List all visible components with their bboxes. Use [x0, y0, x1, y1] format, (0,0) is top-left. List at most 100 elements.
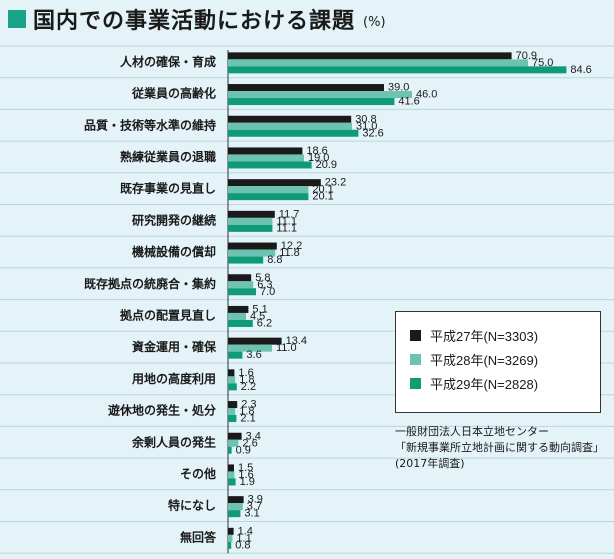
data-label: 3.9 [248, 494, 263, 506]
bar-h28 [228, 186, 309, 194]
data-label: 19.0 [308, 152, 329, 164]
data-label: 12.2 [281, 240, 302, 252]
bar-h29 [228, 446, 232, 454]
data-label: 3.7 [247, 501, 262, 513]
data-label: 13.4 [286, 335, 307, 347]
bar-h29 [228, 193, 309, 201]
bar-h28 [228, 91, 412, 99]
category-label: その他 [180, 466, 216, 481]
data-label: 1.8 [239, 374, 254, 386]
bar-h29 [228, 478, 236, 486]
category-label: 用地の高度利用 [131, 371, 216, 386]
bar-h28 [228, 217, 273, 225]
bar-h28 [228, 154, 304, 162]
bar-h29 [228, 224, 273, 232]
category-label: 品質・技術等水準の維持 [84, 117, 216, 132]
legend-item-h29: 平成29年(N=2828) [410, 371, 600, 395]
data-label: 18.6 [306, 145, 327, 157]
bar-h27 [228, 210, 275, 218]
bar-h27 [228, 369, 235, 377]
data-label: 75.0 [532, 57, 553, 69]
category-label: 資金運用・確保 [132, 339, 217, 354]
data-label: 46.0 [416, 89, 437, 101]
bar-h28 [228, 376, 236, 384]
data-label: 2.2 [241, 381, 256, 393]
bar-h29 [228, 541, 232, 549]
bar-h28 [228, 249, 276, 257]
data-label: 3.4 [246, 430, 261, 442]
data-label: 31.0 [356, 120, 377, 132]
category-label: 研究開発の継続 [132, 212, 216, 227]
category-label: 既存拠点の統廃合・集約 [84, 276, 216, 291]
data-label: 1.4 [238, 525, 253, 537]
bar-h29 [228, 129, 359, 137]
legend-label-h29: 平成29年(N=2828) [430, 376, 539, 392]
category-label: 特になし [168, 498, 216, 513]
data-label: 6.2 [257, 317, 272, 329]
bar-h28 [228, 344, 272, 352]
data-label: 39.0 [388, 82, 409, 94]
chart-title-row: 国内での事業活動における課題 (%) [8, 4, 386, 34]
data-label: 1.9 [240, 476, 255, 488]
data-label: 3.1 [244, 508, 259, 520]
data-label: 5.1 [252, 303, 267, 315]
category-label: 無回答 [180, 529, 217, 544]
data-label: 5.8 [255, 272, 270, 284]
legend-swatch-h27 [410, 329, 421, 341]
bar-h27 [228, 305, 249, 313]
data-label: 11.1 [276, 222, 297, 234]
data-label: 11.8 [279, 247, 300, 259]
data-label: 11.1 [276, 215, 297, 227]
category-label: 熟練従業員の退職 [120, 149, 216, 164]
bar-h27 [228, 337, 282, 345]
bar-h27 [228, 179, 321, 187]
bar-h27 [228, 432, 242, 440]
category-label: 既存事業の見直し [120, 181, 216, 196]
data-label: 3.6 [246, 349, 261, 361]
data-label: 84.6 [570, 64, 591, 76]
bar-h27 [228, 115, 352, 123]
bar-h29 [228, 319, 253, 327]
bar-h28 [228, 503, 243, 511]
category-label: 余剰人員の発生 [131, 434, 216, 449]
data-label: 7.0 [260, 286, 275, 298]
data-label: 1.5 [238, 462, 253, 474]
source-line-1: 一般財団法人日本立地センター [395, 425, 549, 438]
bar-h29 [228, 510, 241, 518]
bar-h27 [228, 147, 303, 155]
legend-label-h27: 平成27年(N=3303) [430, 328, 539, 344]
category-label: 人材の確保・育成 [120, 54, 216, 69]
chart-title: 国内での事業活動における課題 [33, 9, 356, 34]
category-label: 遊休地の発生・処分 [108, 403, 216, 418]
bar-h29 [228, 256, 264, 264]
bar-h29 [228, 98, 395, 106]
data-label: 4.5 [250, 310, 265, 322]
bar-h27 [228, 464, 234, 472]
bar-h28 [228, 408, 236, 416]
category-label: 従業員の高齢化 [131, 86, 216, 101]
data-label: 11.7 [279, 208, 300, 220]
data-label: 32.6 [362, 127, 383, 139]
data-label: 30.8 [355, 113, 376, 125]
source-note: 一般財団法人日本立地センター 「新規事業所立地計画に関する動向調査」 (2017… [395, 424, 607, 472]
bar-h29 [228, 383, 237, 391]
legend: 平成27年(N=3303) 平成28年(N=3269) 平成29年(N=2828… [395, 311, 601, 413]
bar-h29 [228, 415, 237, 423]
data-label: 0.8 [235, 539, 250, 551]
bar-h28 [228, 312, 246, 320]
data-label: 6.3 [257, 279, 272, 291]
category-label: 機械設備の償却 [132, 244, 216, 259]
source-line-3: (2017年調査) [395, 457, 465, 470]
chart-unit: (%) [363, 14, 386, 30]
data-label: 70.9 [516, 50, 537, 62]
bar-h27 [228, 52, 512, 60]
legend-swatch-h28 [410, 353, 421, 365]
bar-h27 [228, 527, 234, 535]
bar-h29 [228, 288, 256, 296]
bar-h27 [228, 401, 238, 409]
bar-h28 [228, 471, 235, 479]
data-label: 11.0 [276, 342, 297, 354]
bar-h28 [228, 122, 352, 130]
data-label: 20.1 [312, 184, 333, 196]
